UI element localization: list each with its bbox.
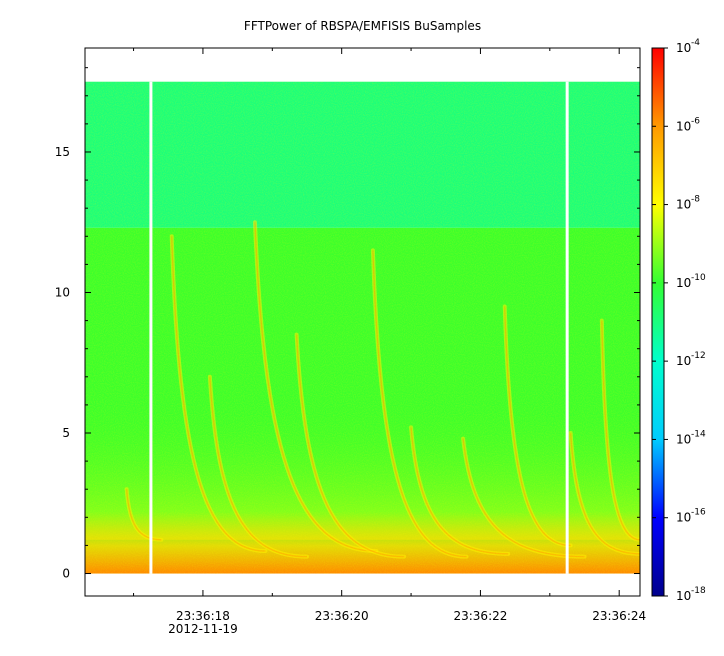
colorbar-label-6: 10 <box>676 432 691 446</box>
colorbar-label-3: 10 <box>676 198 691 212</box>
noise-texture <box>85 81 640 574</box>
date-label: 2012-11-19 <box>168 622 238 636</box>
colorbar-label-2: 10 <box>676 119 691 133</box>
colorbar-label-exponent-3: -8 <box>691 195 700 205</box>
y-tick-label-2: 5 <box>62 426 70 440</box>
y-tick-label-1: 0 <box>62 567 70 581</box>
data-gaps <box>149 81 569 574</box>
y-tick-label-3: 10 <box>55 285 70 299</box>
x-axis: 23:36:18 23:36:20 23:36:22 23:36:24 <box>133 48 646 623</box>
x-tick-label-1: 23:36:18 <box>176 609 230 623</box>
x-tick-label-4: 23:36:24 <box>592 609 646 623</box>
colorbar-label-exponent-8: -18 <box>691 586 706 596</box>
data-gap-2 <box>565 81 569 574</box>
colorbar-label-exponent-2: -6 <box>691 116 700 126</box>
colorbar-label-8: 10 <box>676 589 691 603</box>
colorbar-label-exponent-1: -4 <box>691 38 700 48</box>
colorbar-label-1: 10 <box>676 41 691 55</box>
colorbar-label-exponent-4: -10 <box>691 273 706 283</box>
y-tick-label-4: 15 <box>55 145 70 159</box>
chart-title: FFTPower of RBSPA/EMFISIS BuSamples <box>244 19 481 33</box>
colorbar-label-7: 10 <box>676 511 691 525</box>
data-gap-1 <box>149 81 153 574</box>
colorbar-label-exponent-7: -16 <box>691 508 706 518</box>
colorbar-label-exponent-5: -12 <box>691 351 706 361</box>
plot-area <box>85 48 640 596</box>
x-tick-label-3: 23:36:22 <box>453 609 507 623</box>
colorbar-scale <box>651 47 665 597</box>
y-axis: 0 5 10 15 <box>55 67 640 581</box>
plot-frame <box>84 47 641 597</box>
colorbar-label-exponent-6: -14 <box>691 429 706 439</box>
colorbar-label-4: 10 <box>676 276 691 290</box>
x-tick-label-2: 23:36:20 <box>315 609 369 623</box>
colorbar-label-5: 10 <box>676 354 691 368</box>
